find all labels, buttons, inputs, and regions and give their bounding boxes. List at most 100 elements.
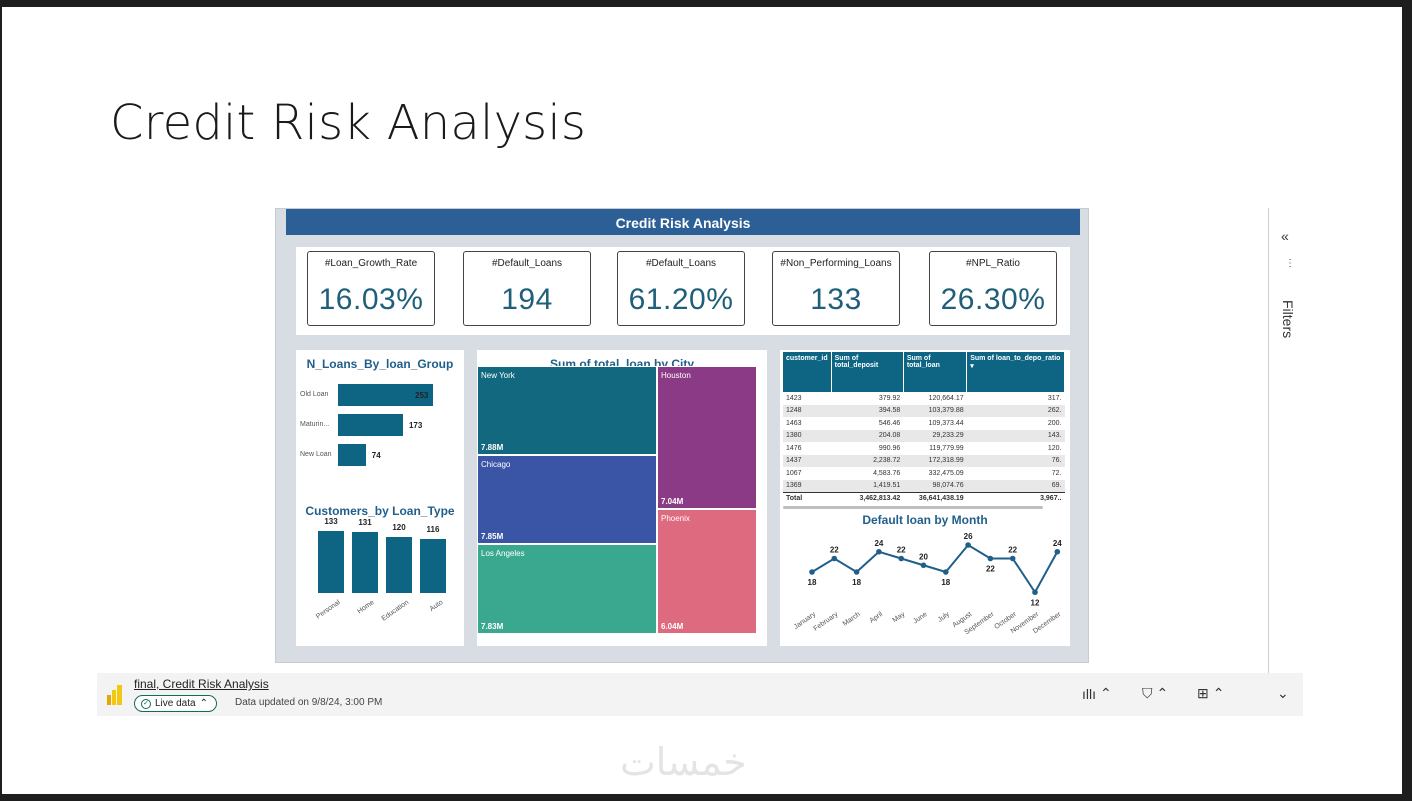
loan-group-panel[interactable]: N_Loans_By_loan_Group Old Loan 253 Maturin… [296, 350, 464, 646]
x-tick-label: April [869, 611, 885, 625]
page-menu-button[interactable]: ⊞ ⌃ [1197, 685, 1224, 702]
kpi-label: #Non_Performing_Loans [780, 258, 892, 269]
table-header[interactable]: customer_id [783, 352, 832, 392]
table-cell: 3,967.. [966, 491, 1065, 505]
expand-footer-button[interactable]: ⌄ [1277, 685, 1289, 702]
bar-category-label: New Loan [300, 451, 332, 458]
table-scrollbar[interactable] [783, 505, 1043, 509]
table-row[interactable]: 1476 990.96 119,779.99 120. [783, 442, 1065, 455]
bar [386, 537, 412, 593]
table-cell: 1067 [786, 469, 802, 477]
table-cell: 2,238.72 [831, 454, 904, 467]
data-point [1009, 555, 1016, 562]
table-header[interactable]: Sum of total_deposit [831, 352, 904, 392]
table-cell: 1,419.51 [831, 479, 904, 492]
bar-category-label: Maturin... [300, 421, 330, 428]
table-cell: 36,641,438.19 [903, 491, 967, 505]
table-cell: 76. [966, 454, 1065, 467]
treemap-tile: Chicago 7.85M [477, 455, 657, 544]
slide-title: Credit Risk Analysis [110, 95, 587, 151]
data-label: 24 [1053, 539, 1062, 548]
kpi-card[interactable]: #Default_Loans 61.20% [617, 251, 745, 326]
table-cell: 1476 [786, 444, 802, 452]
kpi-value: 194 [501, 283, 553, 316]
table-cell: 29,233.29 [903, 429, 967, 442]
data-point [898, 555, 904, 562]
customer-table-wrap[interactable]: customer_id Sum of total_deposit Sum of … [783, 352, 1065, 509]
table-row[interactable]: 1380 204.08 29,233.29 143. [783, 429, 1065, 442]
live-check-icon: ✓ [141, 698, 151, 709]
table-cell: 1423 [786, 394, 802, 402]
table-cell: 119,779.99 [929, 444, 964, 452]
data-point [1032, 589, 1038, 596]
x-tick-label: February [812, 611, 839, 633]
kpi-card[interactable]: #NPL_Ratio 26.30% [929, 251, 1057, 326]
data-label: 20 [919, 552, 928, 561]
kpi-label: #Default_Loans [645, 258, 717, 269]
bar-chart-icon: ıllı [1082, 685, 1096, 702]
visual-menu-button[interactable]: ıllı ⌃ [1082, 685, 1112, 702]
bar-category-label: Education [380, 599, 411, 623]
tile-name: Houston [661, 371, 691, 380]
detail-panel[interactable]: customer_id Sum of total_deposit Sum of … [780, 350, 1070, 646]
kpi-card[interactable]: #Loan_Growth_Rate 16.03% [307, 251, 435, 326]
table-header[interactable]: Sum of total_loan [903, 352, 968, 392]
file-name-link[interactable]: final, Credit Risk Analysis [134, 677, 269, 691]
table-cell: 3,462,813.42 [831, 491, 904, 505]
kpi-card[interactable]: #Non_Performing_Loans 133 [772, 251, 900, 326]
table-header[interactable]: Sum of loan_to_depo_ratio ▾ [966, 352, 1065, 392]
filters-label[interactable]: Filters [1280, 300, 1296, 339]
live-data-button[interactable]: ✓ Live data ⌃ [134, 695, 217, 712]
chevron-up-icon: ⌃ [1100, 685, 1112, 701]
double-chevron-left-icon[interactable]: « [1281, 228, 1289, 244]
x-tick-label: July [937, 611, 952, 624]
bar-value-label: 116 [426, 524, 440, 534]
live-data-label: Live data [155, 698, 196, 709]
table-cell: 98,074.76 [903, 479, 967, 492]
bar [420, 538, 446, 593]
bar-category-label: Home [356, 599, 377, 616]
data-label: 22 [897, 546, 906, 555]
table-row[interactable]: 1067 4,583.76 332,475.09 72. [783, 467, 1065, 480]
table-row[interactable]: 1369 1,419.51 98,074.76 69. [783, 479, 1065, 492]
data-point [1054, 548, 1061, 555]
data-label: 22 [986, 565, 995, 574]
bar [338, 414, 403, 436]
data-point [853, 569, 860, 575]
table-cell: 120. [1047, 444, 1062, 452]
line-chart: 18January22February18March24April22May20… [793, 532, 1063, 636]
table-cell: 109,373.44 [928, 419, 964, 427]
table-cell: 379.92 [878, 394, 901, 402]
customer-table: customer_id Sum of total_deposit Sum of … [783, 352, 1065, 505]
bar [318, 531, 344, 593]
treemap-panel[interactable]: Sum of total_loan by City New York 7.88M C… [477, 350, 767, 646]
kpi-card[interactable]: #Default_Loans 194 [463, 251, 591, 326]
kpi-value: 61.20% [628, 283, 734, 316]
data-point [987, 555, 994, 562]
bookmark-icon: ⛉ [1142, 685, 1153, 701]
table-row[interactable]: 1463 546.46 109,373.44 200. [783, 417, 1065, 430]
report-title: Credit Risk Analysis [286, 209, 1080, 235]
bookmark-menu-button[interactable]: ⛉ ⌃ [1142, 685, 1168, 702]
table-cell: 546.46 [878, 419, 901, 427]
table-cell: 990.96 [878, 444, 901, 452]
table-cell: 172,318.99 [903, 454, 967, 467]
data-point [943, 569, 949, 575]
table-cell: Total [783, 491, 832, 505]
bar-category-label: Old Loan [300, 391, 329, 398]
chevron-up-icon: ⌃ [199, 698, 208, 709]
tile-value: 6.04M [661, 622, 684, 631]
kpi-label: #Default_Loans [491, 258, 563, 269]
report-footer: final, Credit Risk Analysis ✓ Live data … [97, 673, 1303, 716]
kpi-row: #Loan_Growth_Rate 16.03% #Default_Loans … [296, 247, 1070, 335]
report-canvas[interactable]: Credit Risk Analysis #Loan_Growth_Rate 1… [275, 208, 1089, 663]
table-row[interactable]: 1248 394.58 103,379.88 262. [783, 404, 1065, 417]
table-cell: 262. [966, 404, 1065, 417]
table-cell: 143. [966, 429, 1065, 442]
kpi-label: #Loan_Growth_Rate [324, 258, 418, 269]
treemap-tile: Phoenix 6.04M [657, 509, 757, 634]
table-row[interactable]: 1423 379.92 120,664.17 317. [783, 392, 1065, 405]
table-cell: 72. [1051, 469, 1062, 477]
table-row[interactable]: 1437 2,238.72 172,318.99 76. [783, 454, 1065, 467]
tile-value: 7.88M [481, 443, 504, 452]
